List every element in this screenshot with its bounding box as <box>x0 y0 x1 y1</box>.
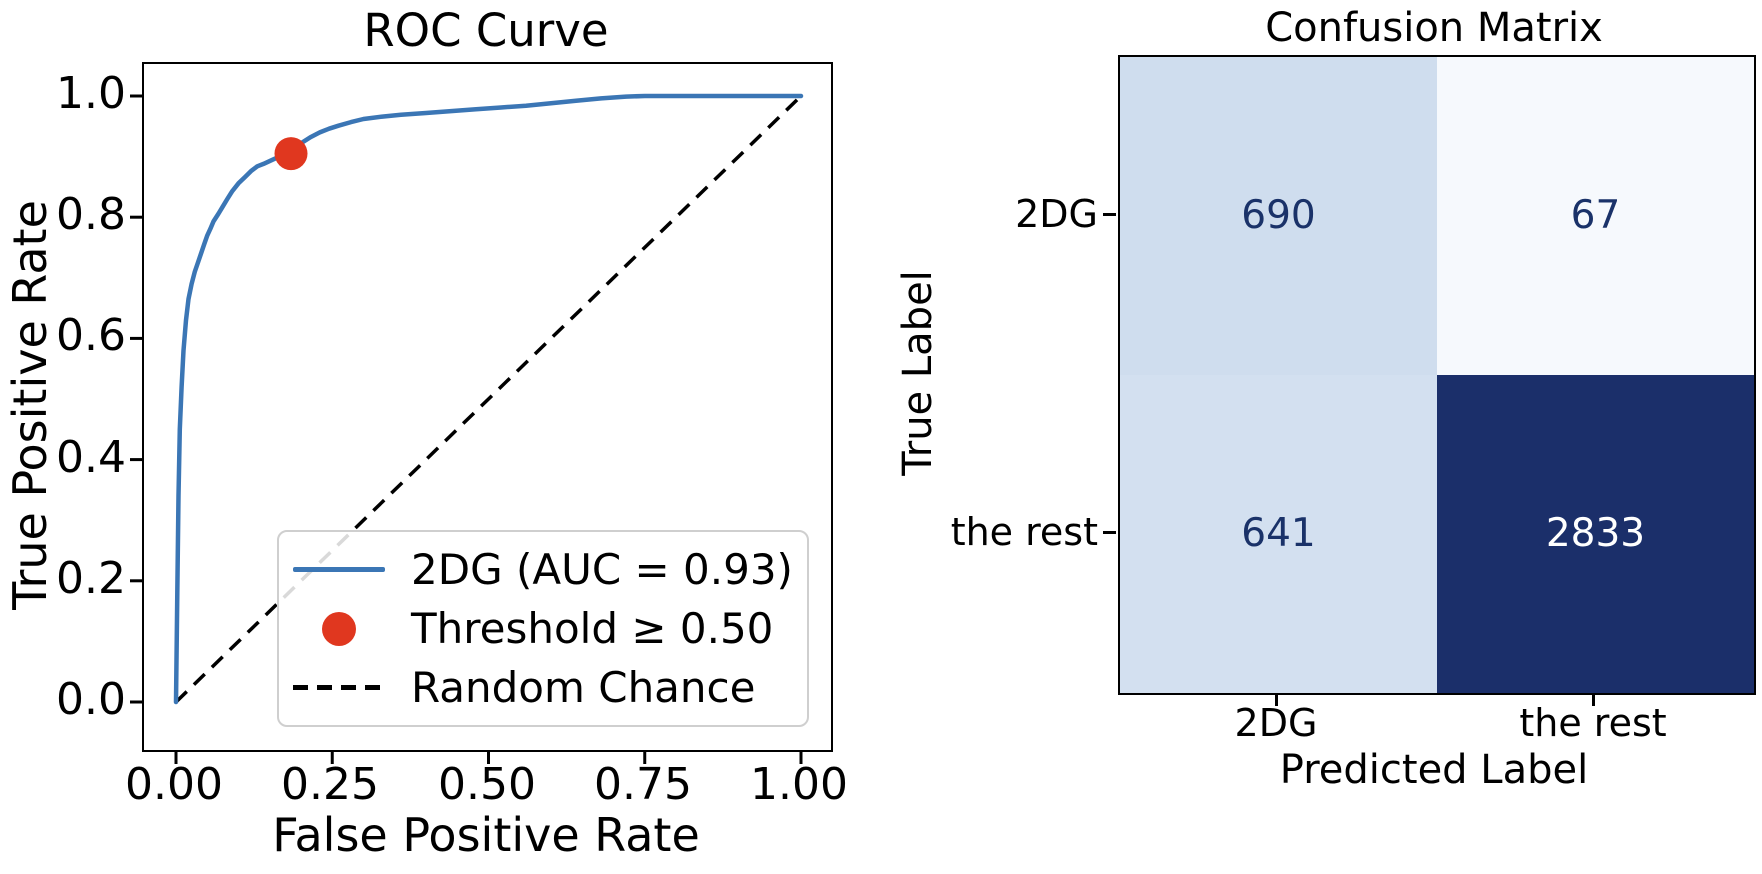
roc-title: ROC Curve <box>363 4 609 57</box>
cm-x-tick-label: the rest <box>1519 701 1667 745</box>
roc-x-axis-label: False Positive Rate <box>272 808 700 862</box>
dot-swatch-icon <box>279 611 399 646</box>
cm-y-axis-label: True Label <box>895 270 941 476</box>
x-tick-label: 0.25 <box>281 759 379 810</box>
cm-cell-value: 641 <box>1241 511 1316 556</box>
cm-x-tick-mark <box>1275 693 1278 706</box>
y-tick-label: 0.2 <box>56 553 126 604</box>
legend-item-roc-curve: 2DG (AUC = 0.93) <box>279 542 807 598</box>
cm-y-tick-label: the rest <box>950 510 1098 554</box>
line-swatch-icon <box>279 567 399 572</box>
legend-item-random-chance: Random Chance <box>279 660 807 716</box>
threshold-point <box>274 137 308 171</box>
cm-cell-truerest-pred2dg: 641 <box>1120 375 1437 693</box>
axis-tick-marks <box>130 94 803 764</box>
random-chance-line <box>174 94 803 704</box>
cm-y-tick-label: 2DG <box>1015 192 1098 236</box>
cm-cell-value: 67 <box>1570 193 1621 238</box>
cm-cell-value: 690 <box>1241 193 1316 238</box>
y-tick-label: 0.4 <box>56 432 126 483</box>
roc-curve-line <box>173 93 804 705</box>
cm-x-axis-label: Predicted Label <box>1279 747 1589 793</box>
roc-legend: 2DG (AUC = 0.93) Threshold ≥ 0.50 Random… <box>277 530 809 727</box>
x-tick-label: 1.00 <box>750 759 848 810</box>
x-tick-label: 0.50 <box>438 759 536 810</box>
cm-x-tick-label: 2DG <box>1234 701 1318 745</box>
x-tick-label: 0.00 <box>125 759 223 810</box>
x-tick-label: 0.75 <box>594 759 692 810</box>
cm-cell-true2dg-pred2dg: 690 <box>1120 57 1437 375</box>
roc-y-axis-label: True Positive Rate <box>3 200 57 610</box>
roc-plot-area <box>130 93 804 764</box>
cm-y-tick-mark <box>1103 213 1116 216</box>
y-tick-label: 1.0 <box>56 68 126 119</box>
confusion-matrix-grid: 690 67 641 2833 <box>1118 55 1756 695</box>
cm-y-tick-mark <box>1103 531 1116 534</box>
dashed-line-swatch-icon <box>279 685 399 690</box>
legend-label: 2DG (AUC = 0.93) <box>411 544 793 594</box>
legend-item-threshold: Threshold ≥ 0.50 <box>279 601 807 657</box>
legend-label: Random Chance <box>411 662 756 712</box>
cm-cell-value: 2833 <box>1545 511 1646 556</box>
confusion-matrix-title: Confusion Matrix <box>1265 5 1603 51</box>
cm-cell-true2dg-predrest: 67 <box>1437 57 1754 375</box>
roc-axes <box>130 62 833 764</box>
cm-cell-truerest-predrest: 2833 <box>1437 375 1754 693</box>
y-tick-label: 0.8 <box>56 189 126 240</box>
legend-label: Threshold ≥ 0.50 <box>411 603 774 653</box>
cm-x-tick-mark <box>1592 693 1595 706</box>
y-tick-label: 0.0 <box>56 674 126 725</box>
y-tick-label: 0.6 <box>56 310 126 361</box>
